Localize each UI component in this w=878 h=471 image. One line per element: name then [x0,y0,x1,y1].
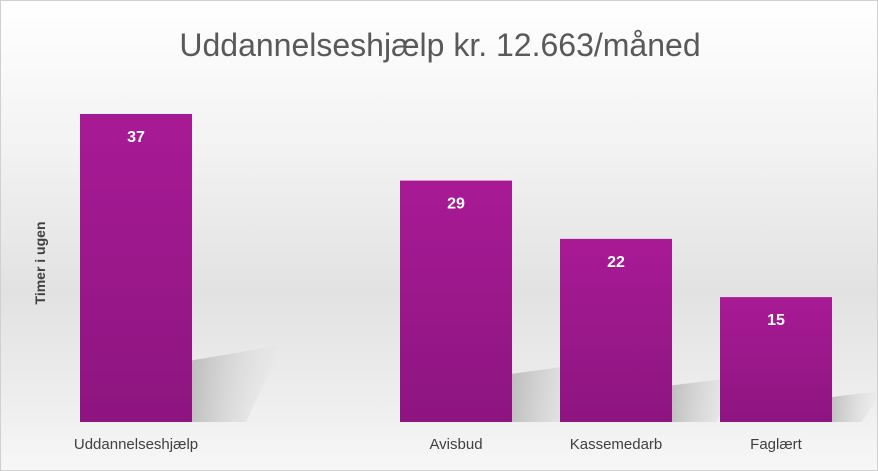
value-label-uddannelseshj-lp: 37 [127,129,145,146]
bar-avisbud [400,180,512,422]
category-label-avisbud: Avisbud [429,436,482,453]
bar-shadow-fagl-rt [832,391,877,422]
chart-title: Uddannelseshjælp kr. 12.663/måned [179,27,700,63]
category-label-fagl-rt: Faglært [750,436,803,453]
bars-group [80,114,832,422]
bar-shadow-uddannelseshj-lp [192,345,282,422]
category-labels-group: Uddannelseshjælp Avisbud Kassemedarb Faglær… [74,436,803,453]
bar-uddannelseshj-lp [80,114,192,422]
y-axis-title: Timer i ugen [32,222,48,305]
category-label-uddannelseshj-lp: Uddannelseshjælp [74,436,198,453]
bar-kassemedarb [560,238,672,422]
value-label-kassemedarb: 22 [607,254,625,271]
category-label-kassemedarb: Kassemedarb [570,436,663,453]
bar-fagl-rt [720,297,832,422]
value-label-fagl-rt: 15 [767,312,785,329]
value-labels-group: 37 29 22 15 [127,129,785,329]
value-label-avisbud: 29 [447,196,465,213]
